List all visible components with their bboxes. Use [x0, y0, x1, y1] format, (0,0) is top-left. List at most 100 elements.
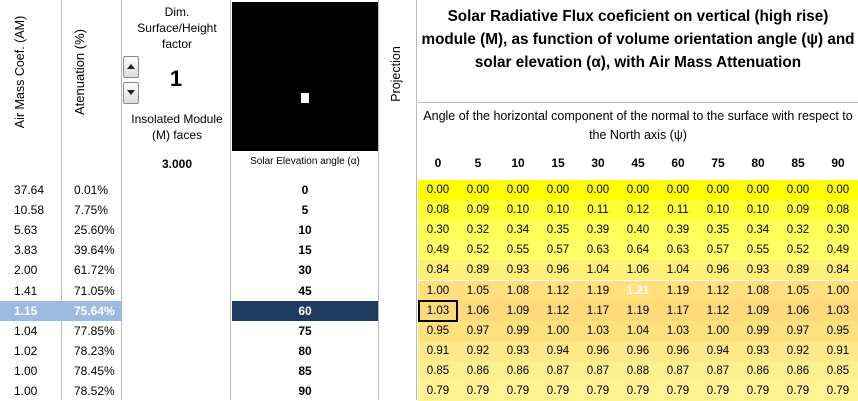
flux-coefficient-cell: 0.32: [786, 224, 810, 237]
projection-header: Projection: [389, 46, 403, 102]
flux-coefficient-cell: 0.92: [786, 344, 810, 357]
flux-coefficient-cell: 0.93: [746, 344, 770, 357]
solar-elevation-label: Solar Elevation angle (α): [250, 156, 360, 167]
flux-coefficient-cell: 0.96: [626, 344, 650, 357]
attenuation-value: 78.52%: [74, 384, 115, 398]
flux-coefficient-cell: 1.12: [546, 284, 570, 297]
row-band: [418, 360, 858, 381]
flux-coefficient-cell: 1.21: [626, 284, 650, 297]
module-marker: [301, 93, 309, 103]
flux-coefficient-cell: 0.86: [786, 364, 810, 377]
flux-coefficient-cell: 1.12: [546, 304, 570, 317]
air-mass-value: 1.02: [14, 343, 38, 358]
faces-count-value: 3.000: [161, 157, 193, 171]
flux-coefficient-cell: 0.89: [466, 264, 490, 277]
flux-coefficient-cell: 0.10: [506, 204, 530, 217]
air-mass-value: 10.58: [14, 203, 45, 218]
flux-coefficient-cell: 0.00: [466, 184, 490, 196]
flux-coefficient-cell: 0.87: [706, 364, 730, 377]
air-mass-value: 5.63: [14, 223, 38, 238]
psi-header-cell: 15: [551, 156, 565, 170]
flux-coefficient-cell: 0.00: [506, 184, 530, 196]
flux-coefficient-cell: 0.35: [546, 224, 570, 237]
flux-coefficient-cell: 1.03: [826, 304, 850, 317]
flux-coefficient-cell: 1.06: [626, 264, 650, 277]
flux-coefficient-cell: 0.79: [506, 385, 530, 397]
projection-preview: [232, 2, 378, 151]
flux-coefficient-cell: 0.79: [746, 385, 770, 397]
flux-coefficient-cell: 0.52: [466, 244, 490, 257]
flux-coefficient-cell: 0.10: [546, 204, 570, 217]
air-mass-value: 1.15: [14, 303, 38, 318]
elevation-angle-value: 10: [298, 223, 312, 238]
flux-coefficient-cell: 0.86: [746, 364, 770, 377]
flux-coefficient-cell: 0.85: [826, 364, 850, 377]
psi-header-cell: 75: [711, 156, 725, 170]
flux-coefficient-cell: 0.95: [826, 324, 850, 337]
flux-coefficient-cell: 0.08: [426, 204, 450, 217]
attenuation-header: Atenuation (%): [72, 29, 87, 115]
flux-coefficient-cell: 0.00: [666, 184, 690, 196]
flux-coefficient-cell: 0.96: [546, 264, 570, 277]
flux-coefficient-cell: 0.00: [746, 184, 770, 196]
flux-coefficient-cell: 0.63: [666, 244, 690, 257]
row-band: [418, 220, 858, 241]
flux-coefficient-cell: 0.79: [546, 385, 570, 397]
elevation-angle-value: 5: [301, 203, 309, 218]
insolated-faces-label: Insolated Module (M) faces: [131, 112, 223, 142]
psi-header-cell: 10: [511, 156, 525, 170]
attenuation-value: 25.60%: [74, 223, 115, 238]
air-mass-value: 1.41: [14, 283, 38, 298]
psi-header-cell: 90: [831, 156, 845, 170]
row-band: [418, 340, 858, 361]
row-band: [418, 320, 858, 341]
flux-coefficient-cell: 1.00: [706, 324, 730, 337]
flux-coefficient-cell: 1.17: [586, 304, 610, 317]
flux-coefficient-cell: 1.03: [586, 324, 610, 337]
flux-coefficient-cell: 0.63: [586, 244, 610, 257]
flux-coefficient-cell: 1.04: [626, 324, 650, 337]
flux-coefficient-cell: 0.93: [506, 344, 530, 357]
flux-coefficient-cell: 0.32: [466, 224, 490, 237]
flux-coefficient-cell: 0.88: [626, 364, 650, 377]
flux-coefficient-cell: 0.57: [546, 244, 570, 257]
flux-coefficient-cell: 1.00: [546, 324, 570, 337]
arrow-up-icon: [127, 64, 135, 69]
flux-coefficient-cell: 0.93: [746, 264, 770, 277]
psi-header-cell: 5: [474, 156, 482, 170]
attenuation-value: 75.64%: [74, 303, 115, 318]
flux-coefficient-cell: 1.03: [426, 304, 450, 317]
flux-coefficient-cell: 0.79: [826, 385, 850, 397]
elevation-angle-value: 15: [298, 243, 312, 258]
row-band: [418, 381, 858, 401]
flux-coefficient-cell: 0.92: [466, 344, 490, 357]
flux-coefficient-cell: 0.79: [626, 385, 650, 397]
flux-coefficient-cell: 0.97: [466, 324, 490, 337]
flux-coefficient-cell: 0.57: [706, 244, 730, 257]
flux-coefficient-cell: 1.19: [626, 304, 650, 317]
flux-coefficient-cell: 0.30: [826, 224, 850, 237]
flux-coefficient-cell: 1.09: [506, 304, 530, 317]
attenuation-value: 61.72%: [74, 263, 115, 278]
elevation-angle-value: 30: [298, 263, 312, 278]
spinner-up-button[interactable]: [123, 56, 139, 78]
psi-header-cell: 80: [751, 156, 765, 170]
flux-coefficient-cell: 1.17: [666, 304, 690, 317]
flux-coefficient-cell: 0.87: [546, 364, 570, 377]
elevation-angle-value: 90: [298, 384, 312, 398]
row-band: [418, 260, 858, 281]
elevation-angle-value: 60: [298, 303, 312, 318]
flux-coefficient-cell: 0.79: [426, 385, 450, 397]
flux-coefficient-cell: 0.00: [826, 184, 850, 196]
table-title: Solar Radiative Flux coeficient on verti…: [421, 8, 855, 71]
spinner-down-button[interactable]: [123, 82, 139, 104]
air-mass-value: 1.00: [14, 363, 38, 378]
flux-coefficient-cell: 1.05: [466, 284, 490, 297]
flux-coefficient-cell: 1.06: [466, 304, 490, 317]
psi-axis-label: Angle of the horizontal component of the…: [423, 109, 853, 142]
flux-coefficient-cell: 0.00: [426, 184, 450, 196]
air-mass-value: 2.00: [14, 263, 38, 278]
attenuation-value: 39.64%: [74, 243, 115, 258]
row-band: [418, 300, 858, 321]
flux-coefficient-cell: 1.12: [706, 304, 730, 317]
